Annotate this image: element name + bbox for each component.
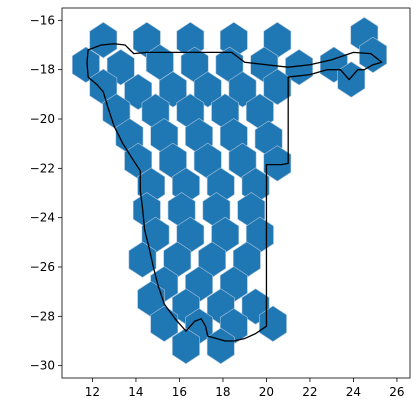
x-tick-label: 24 (346, 385, 361, 399)
x-axis: 12 14 16 18 20 22 24 26 (85, 378, 405, 399)
x-tick-label: 16 (172, 385, 187, 399)
hex-cell (150, 305, 179, 342)
x-tick-label: 18 (215, 385, 230, 399)
y-tick-label: −28 (30, 309, 55, 323)
hex-cell (263, 68, 292, 106)
x-tick-label: 20 (259, 385, 274, 399)
y-tick-label: −16 (30, 13, 55, 27)
hex-layer (72, 17, 387, 365)
hex-cell (263, 145, 292, 182)
hex-cell (146, 44, 174, 81)
y-tick-label: −20 (30, 112, 55, 126)
y-tick-label: −24 (30, 211, 55, 225)
x-tick-label: 26 (389, 385, 404, 399)
y-tick-label: −22 (30, 161, 55, 175)
x-tick-label: 12 (85, 385, 100, 399)
hex-cell (337, 61, 366, 98)
region-outline (86, 43, 383, 342)
hex-cell (206, 327, 235, 365)
hex-cell (172, 327, 200, 365)
plot-frame (61, 7, 411, 379)
y-tick-label: −26 (30, 260, 55, 274)
y-tick-label: −30 (30, 359, 55, 373)
y-tick-label: −18 (30, 63, 55, 77)
outline-layer (86, 43, 383, 342)
hex-cell (246, 93, 274, 130)
y-axis: −16 −18 −20 −22 −24 −26 −28 −30 (30, 13, 62, 373)
x-tick-label: 22 (302, 385, 317, 399)
x-tick-label: 14 (128, 385, 143, 399)
